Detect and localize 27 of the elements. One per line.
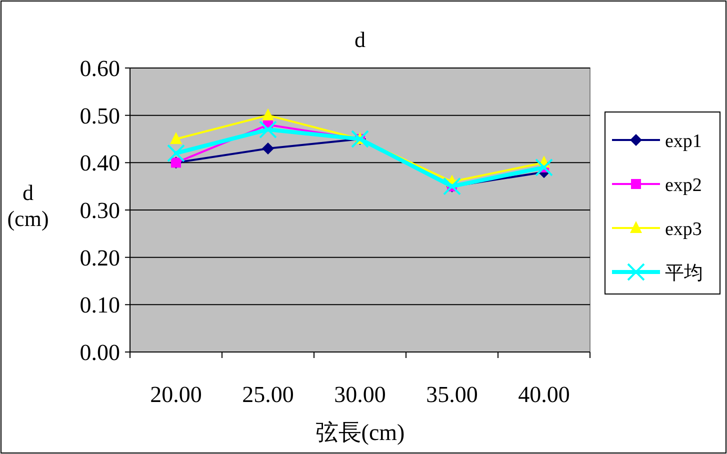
- chart-title: d: [354, 27, 366, 52]
- y-axis-title: d (cm): [7, 180, 49, 231]
- y-tick-label: 0.10: [80, 292, 120, 318]
- point: [535, 158, 553, 176]
- y-tick-label: 0.50: [80, 103, 120, 128]
- point: [351, 130, 369, 148]
- legend-label: exp1: [665, 131, 702, 152]
- y-tick-label: 0.30: [80, 198, 120, 223]
- x-tick-label: 20.00: [150, 382, 202, 407]
- legend-label: 平均: [665, 263, 703, 284]
- x-tick-label: 30.00: [334, 382, 386, 407]
- x-tick-label: 25.00: [242, 382, 294, 407]
- y-tick-label: 0.00: [80, 340, 120, 365]
- x-tick-label: 40.00: [518, 382, 570, 407]
- point: [443, 177, 461, 196]
- x-tick-label: 35.00: [426, 382, 478, 407]
- point: [259, 120, 277, 139]
- y-tick-label: 0.40: [80, 150, 120, 176]
- point: [167, 144, 185, 162]
- y-tick-label: 0.20: [80, 245, 120, 270]
- legend-label: exp3: [665, 219, 702, 240]
- point: [262, 108, 274, 120]
- point: [262, 142, 274, 154]
- y-tick-label: 0.60: [80, 56, 120, 81]
- legend-label: exp2: [665, 175, 702, 196]
- point: [170, 132, 182, 144]
- x-axis-title: 弦長(cm): [315, 420, 405, 445]
